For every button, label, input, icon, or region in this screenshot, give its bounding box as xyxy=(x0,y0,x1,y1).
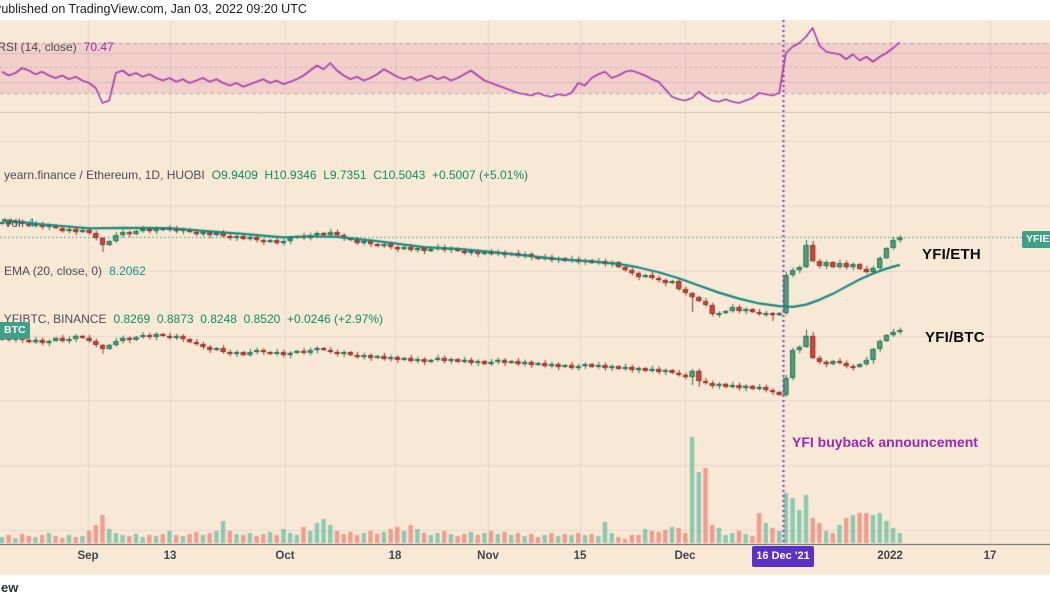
axis-tick-label: Sep xyxy=(77,550,99,562)
axis-tick-label: 18 xyxy=(388,550,402,562)
axis-tick-label: Dec xyxy=(674,550,696,562)
axis-tick-label: Nov xyxy=(477,550,499,562)
volume-label: Vol xyxy=(4,216,21,230)
ema-value: 8.2062 xyxy=(109,264,146,278)
rsi-legend-label: RSI (14, close) xyxy=(0,40,77,54)
symbol-name: yearn.finance / Ethereum, 1D, HUOBI xyxy=(4,168,205,182)
volume-value: 4 xyxy=(27,216,35,230)
symbol-ohlc-values: O9.9409 H10.9346 L9.7351 C10.5043 +0.500… xyxy=(211,168,529,182)
yfibtc-price-scale-tag: BTC xyxy=(0,322,30,339)
ema-legend-row[interactable]: EMA (20, close, 0) 8.2062 xyxy=(0,247,528,278)
axis-tick-label: 15 xyxy=(573,550,587,562)
buyback-annotation: YFI buyback announcement xyxy=(792,434,978,450)
yfi-btc-series-label: YFI/BTC xyxy=(925,329,985,346)
yfibtc-ohlc-values: 0.8269 0.8873 0.8248 0.8520 +0.0246 (+2.… xyxy=(113,312,384,326)
rsi-legend-value: 70.47 xyxy=(83,40,114,54)
volume-legend-row[interactable]: Vol 4 xyxy=(0,199,528,230)
main-chart-legend[interactable]: yearn.finance / Ethereum, 1D, HUOBI O9.94… xyxy=(0,119,528,343)
yfibtc-legend-row[interactable]: YFIBTC, BINANCE 0.8269 0.8873 0.8248 0.85… xyxy=(0,295,528,326)
yfieth-price-scale-tag: YFIETH xyxy=(1022,231,1050,248)
event-date-badge: 16 Dec '21 xyxy=(752,546,814,567)
axis-tick-label: 2022 xyxy=(877,550,903,562)
watermark-text: ew xyxy=(1,580,19,595)
ema-label: EMA (20, close, 0) xyxy=(4,264,103,278)
published-caption: Published on TradingView.com, Jan 03, 20… xyxy=(0,2,307,16)
yfi-eth-series-label: YFI/ETH xyxy=(922,246,981,263)
axis-tick-label: 13 xyxy=(163,550,177,562)
rsi-indicator-legend[interactable]: RSI (14, close) 70.47 xyxy=(0,26,114,68)
axis-tick-label: Oct xyxy=(275,550,295,562)
symbol-legend-row[interactable]: yearn.finance / Ethereum, 1D, HUOBI O9.94… xyxy=(0,151,528,182)
axis-tick-label: 17 xyxy=(983,550,997,562)
